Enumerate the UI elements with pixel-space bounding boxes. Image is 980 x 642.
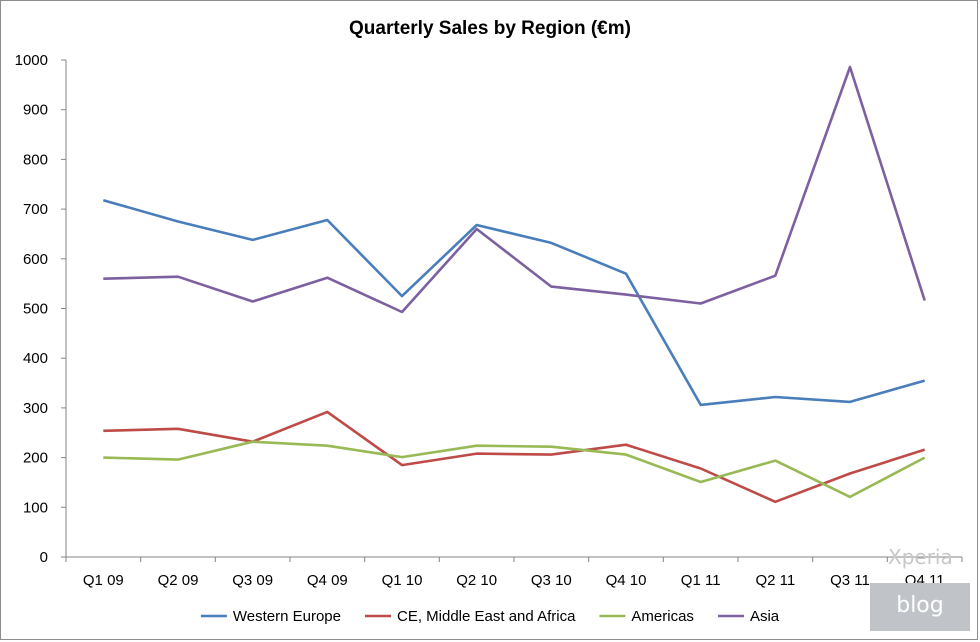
y-tick-label: 500 xyxy=(23,301,48,318)
x-tick-label: Q1 11 xyxy=(681,572,721,589)
series-line-2 xyxy=(103,410,926,504)
x-tick-label: Q4 10 xyxy=(606,572,647,589)
legend-label: CE, Middle East and Africa xyxy=(397,608,576,625)
series-line-4 xyxy=(103,65,926,314)
x-tick-label: Q2 11 xyxy=(755,572,795,589)
legend-label: Western Europe xyxy=(233,608,341,625)
y-tick-label: 400 xyxy=(23,350,48,367)
y-tick-label: 200 xyxy=(23,450,48,467)
watermark-top-text: Xperia xyxy=(888,545,953,569)
series-line-1 xyxy=(102,198,926,407)
y-tick-label: 800 xyxy=(23,151,48,168)
y-tick-label: 100 xyxy=(23,499,48,516)
y-tick-label: 600 xyxy=(23,251,48,268)
x-tick-label: Q3 09 xyxy=(232,572,273,589)
chart-title: Quarterly Sales by Region (€m) xyxy=(349,18,631,39)
y-tick-label: 700 xyxy=(23,201,48,218)
y-tick-label: 1000 xyxy=(15,52,48,69)
watermark-bottom-text: blog xyxy=(870,583,970,631)
x-tick-label: Q1 10 xyxy=(382,572,423,589)
series-group xyxy=(102,65,926,504)
x-tick-label: Q3 11 xyxy=(830,572,870,589)
y-tick-label: 0 xyxy=(40,549,48,566)
x-tick-label: Q2 10 xyxy=(456,572,497,589)
series-line-3 xyxy=(103,440,926,499)
x-tick-label: Q1 09 xyxy=(83,572,124,589)
x-tick-label: Q2 09 xyxy=(158,572,199,589)
y-axis: 0 100 200 300 400 500 600 700 800 900 1000 xyxy=(15,52,67,566)
x-axis: Q1 09 Q2 09 Q3 09 Q4 09 Q1 10 Q2 10 Q3 10 Q4 10… xyxy=(65,556,963,589)
watermark-logo: Xperia blog xyxy=(870,545,970,633)
legend: Western Europe CE, Middle East and Africa… xyxy=(200,608,780,625)
y-tick-label: 900 xyxy=(23,102,48,119)
x-tick-label: Q4 09 xyxy=(307,572,348,589)
legend-label: Asia xyxy=(750,608,780,625)
legend-label: Americas xyxy=(631,608,694,625)
y-tick-label: 300 xyxy=(23,400,48,417)
x-tick-label: Q3 10 xyxy=(531,572,572,589)
